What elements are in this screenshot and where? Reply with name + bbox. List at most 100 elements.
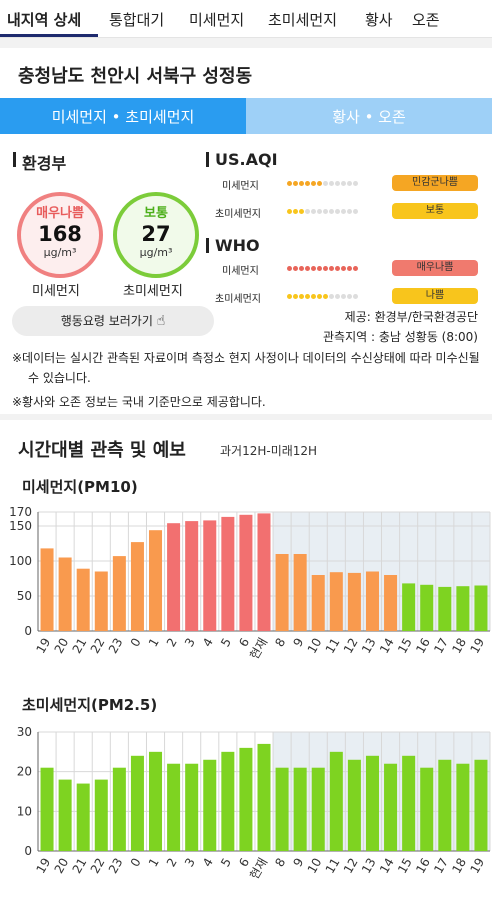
segment-yellowdust-ozone[interactable]: 황사 • 오존 <box>246 98 492 134</box>
bar <box>275 554 289 631</box>
pm10-gauge: 매우나쁨 168 μg/m³ <box>17 192 103 278</box>
data-provider: 제공: 환경부/한국환경공단 <box>344 310 478 324</box>
bar <box>474 759 488 851</box>
pm10-unit: μg/m³ <box>43 246 77 259</box>
level-dot <box>305 181 310 186</box>
level-dot <box>287 209 292 214</box>
bar <box>347 759 361 851</box>
x-tick-label: 14 <box>377 856 397 876</box>
tab-pm25[interactable]: 초미세먼지 <box>268 11 338 29</box>
tab-yellow-dust[interactable]: 황사 <box>365 11 393 29</box>
tab-integrated[interactable]: 통합대기 <box>109 11 165 29</box>
bar <box>384 763 398 851</box>
x-tick-label: 6 <box>236 636 252 650</box>
x-tick-label: 17 <box>431 636 451 656</box>
x-tick-label: 1 <box>146 856 162 870</box>
level-dot <box>293 266 298 271</box>
location-title: 충청남도 천안시 서북구 성정동 <box>18 66 253 87</box>
x-tick-label: 23 <box>106 636 126 656</box>
bar <box>329 751 343 851</box>
who-pm25-badge: 나쁨 <box>392 288 478 304</box>
who-pm10-badge: 매우나쁨 <box>392 260 478 276</box>
pm10-value: 168 <box>38 222 82 246</box>
active-tab-indicator <box>0 34 98 37</box>
bar <box>311 575 325 631</box>
level-dot <box>329 266 334 271</box>
pm25-gauge: 보통 27 μg/m³ <box>113 192 199 278</box>
usaqi-pm25-badge: 보통 <box>392 203 478 219</box>
x-tick-label: 4 <box>200 636 216 650</box>
x-tick-label: 21 <box>70 636 90 656</box>
x-tick-label: 17 <box>431 856 451 876</box>
x-tick-label: 15 <box>395 636 415 656</box>
bar <box>456 586 470 631</box>
bar <box>40 767 54 851</box>
level-dot <box>353 181 358 186</box>
x-tick-label: 19 <box>467 856 487 876</box>
x-tick-label: 14 <box>377 636 397 656</box>
segment-dust[interactable]: 미세먼지 • 초미세먼지 <box>0 98 246 134</box>
level-dot <box>311 294 316 299</box>
bar <box>76 568 90 631</box>
who-pm10-label: 미세먼지 <box>222 266 259 277</box>
bar <box>76 783 90 851</box>
x-tick-label: 19 <box>467 636 487 656</box>
level-dot <box>335 266 340 271</box>
forecast-title: 시간대별 관측 및 예보 <box>18 440 186 461</box>
korea-standard-heading: 환경부 <box>12 150 66 174</box>
station-info: 관측지역 : 충남 성황동 (8:00) <box>323 330 478 344</box>
level-dot <box>347 294 352 299</box>
x-tick-label: 10 <box>305 856 325 876</box>
bar <box>293 554 307 631</box>
x-tick-label: 8 <box>272 856 288 870</box>
x-tick-label: 11 <box>323 856 343 876</box>
bar <box>347 572 361 631</box>
level-dot <box>347 181 352 186</box>
level-dot <box>305 209 310 214</box>
x-tick-label: 0 <box>128 856 144 870</box>
bar <box>58 779 72 851</box>
bar <box>293 767 307 851</box>
x-tick-label: 9 <box>290 856 306 870</box>
x-tick-label: 20 <box>52 636 72 656</box>
y-tick-label: 50 <box>17 589 32 603</box>
x-tick-label: 6 <box>236 856 252 870</box>
level-dot <box>311 209 316 214</box>
y-tick-label: 100 <box>9 554 32 568</box>
level-dot <box>335 209 340 214</box>
divider <box>0 38 492 48</box>
x-tick-label: 11 <box>323 636 343 656</box>
level-dot <box>305 294 310 299</box>
level-dot <box>341 181 346 186</box>
x-tick-label: 9 <box>290 636 306 650</box>
bar <box>167 523 181 631</box>
bar <box>420 584 434 631</box>
x-tick-label: 5 <box>218 636 234 650</box>
bar <box>402 755 416 851</box>
x-tick-label: 1 <box>146 636 162 650</box>
level-dot <box>317 181 322 186</box>
x-tick-label: 19 <box>34 636 54 656</box>
level-dot <box>311 266 316 271</box>
action-guide-button[interactable]: 행동요령 보러가기 ☝ <box>12 306 214 336</box>
x-tick-label: 현재 <box>247 856 270 882</box>
level-dot <box>341 209 346 214</box>
bar <box>384 575 398 631</box>
bar <box>257 513 271 631</box>
x-tick-label: 2 <box>164 856 180 870</box>
level-dot <box>329 209 334 214</box>
bar <box>112 556 126 631</box>
x-tick-label: 18 <box>449 636 469 656</box>
pm25-status: 보통 <box>144 206 168 221</box>
level-dot <box>299 294 304 299</box>
bar <box>402 583 416 631</box>
level-dot <box>347 266 352 271</box>
bar <box>58 557 72 631</box>
pm10-label: 미세먼지 <box>32 284 80 299</box>
tab-ozone[interactable]: 오존 <box>412 11 440 29</box>
tab-pm10[interactable]: 미세먼지 <box>189 11 245 29</box>
bar <box>438 586 452 631</box>
tab-my-region[interactable]: 내지역 상세 <box>7 11 82 29</box>
level-dot <box>341 266 346 271</box>
